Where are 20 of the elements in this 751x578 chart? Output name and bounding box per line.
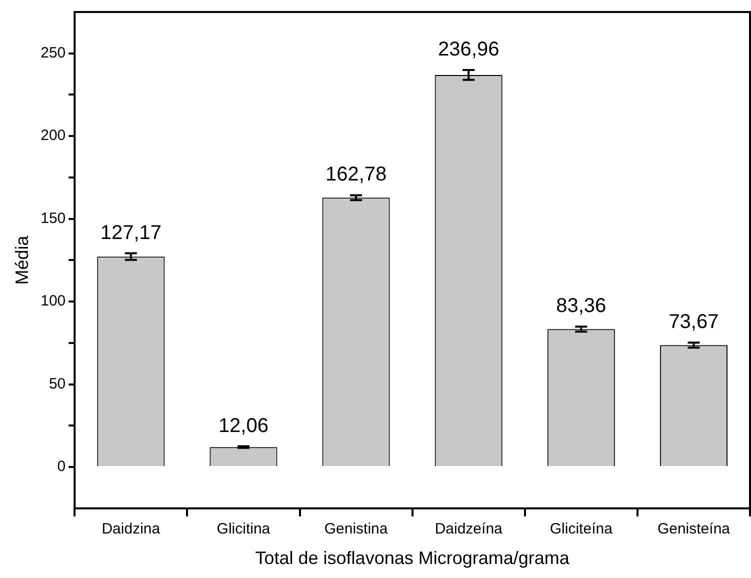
y-axis-title: Média bbox=[12, 234, 32, 285]
y-tick-label: 50 bbox=[48, 375, 66, 392]
x-tick-label: Daidzina bbox=[102, 520, 161, 538]
x-tick-label: Daidzeína bbox=[434, 520, 504, 538]
data-label: 83,36 bbox=[556, 295, 606, 318]
x-tick-label: Genistina bbox=[324, 520, 388, 538]
y-tick-label: 250 bbox=[40, 44, 66, 62]
data-label: 127,17 bbox=[100, 222, 162, 244]
data-label: 236,96 bbox=[438, 38, 500, 60]
x-tick-label: Gliciteína bbox=[550, 520, 614, 538]
data-label: 73,67 bbox=[668, 311, 719, 334]
y-tick-label: 150 bbox=[40, 210, 66, 227]
y-tick-label: 0 bbox=[57, 458, 66, 476]
data-label: 162,78 bbox=[325, 164, 387, 186]
data-label: 12,06 bbox=[218, 414, 268, 437]
x-tick-label: Genisteína bbox=[657, 520, 731, 538]
x-tick-label: Glicitina bbox=[216, 520, 271, 538]
y-tick-label: 100 bbox=[40, 292, 66, 310]
x-axis-title: Total de isoflavonas Micrograma/grama bbox=[255, 548, 570, 568]
y-tick-label: 200 bbox=[40, 127, 66, 144]
